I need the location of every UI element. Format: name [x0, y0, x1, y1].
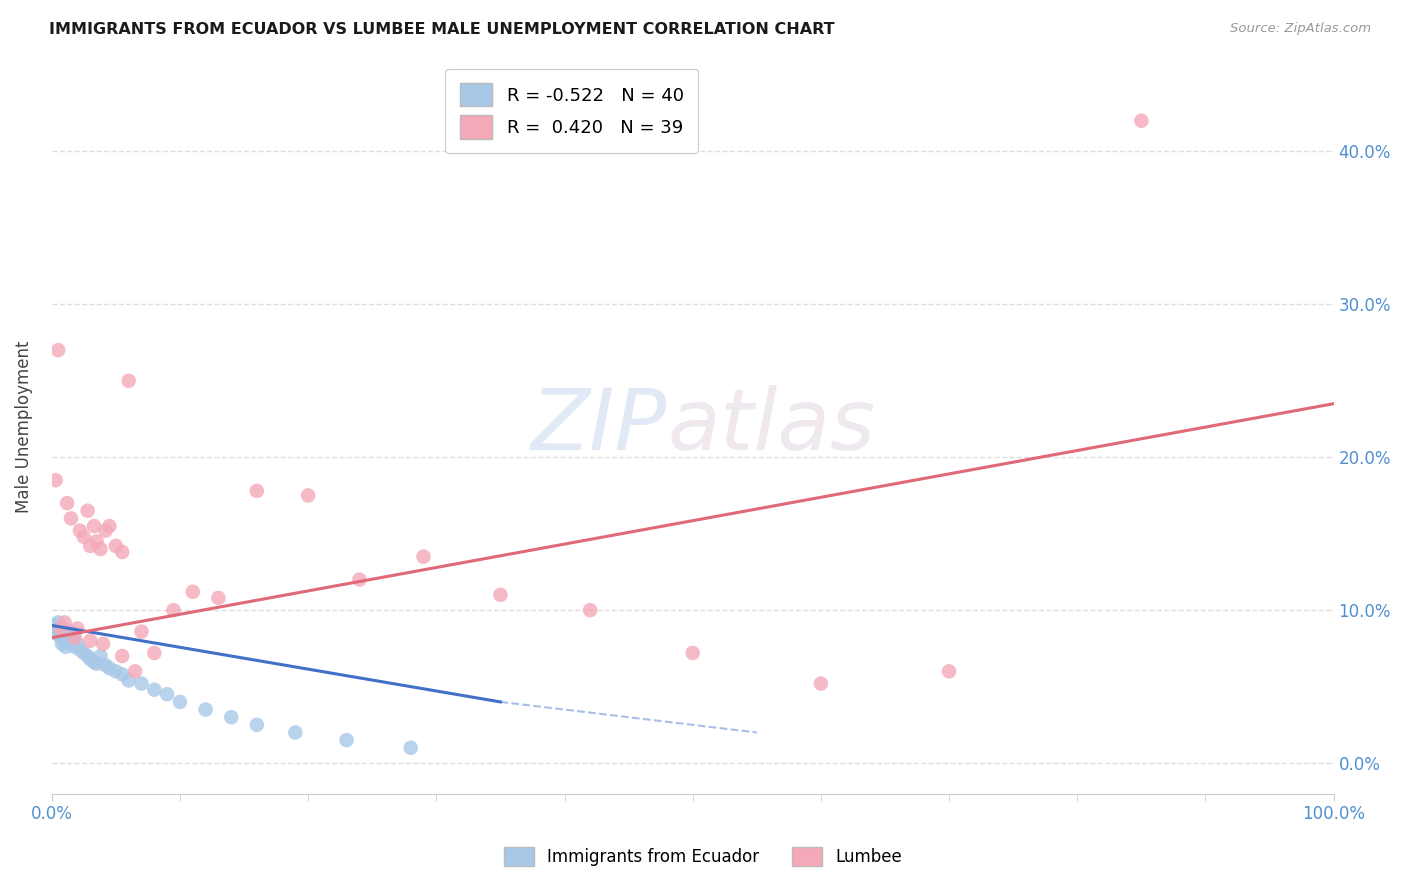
Point — [111, 667, 134, 681]
Point — [45, 622, 67, 636]
Point — [579, 603, 602, 617]
Point — [131, 624, 153, 639]
Point — [336, 733, 359, 747]
Point — [194, 702, 217, 716]
Point — [49, 622, 72, 636]
Point — [938, 665, 960, 679]
Point — [62, 631, 84, 645]
Point — [53, 615, 76, 630]
Point — [143, 682, 166, 697]
Point — [52, 622, 75, 636]
Point — [124, 665, 146, 679]
Point — [246, 718, 269, 732]
Point — [682, 646, 704, 660]
Point — [79, 539, 101, 553]
Point — [412, 549, 434, 564]
Point — [45, 626, 67, 640]
Point — [181, 584, 204, 599]
Point — [118, 374, 141, 388]
Point — [489, 588, 512, 602]
Point — [104, 539, 127, 553]
Legend: Immigrants from Ecuador, Lumbee: Immigrants from Ecuador, Lumbee — [495, 838, 911, 875]
Point — [284, 725, 307, 739]
Point — [69, 524, 91, 538]
Point — [63, 631, 86, 645]
Point — [86, 534, 108, 549]
Point — [111, 648, 134, 663]
Point — [94, 524, 117, 538]
Point — [79, 652, 101, 666]
Point — [246, 483, 269, 498]
Point — [104, 665, 127, 679]
Point — [83, 655, 105, 669]
Point — [55, 640, 77, 654]
Point — [94, 658, 117, 673]
Point — [66, 622, 89, 636]
Point — [53, 633, 76, 648]
Y-axis label: Male Unemployment: Male Unemployment — [15, 341, 32, 513]
Point — [207, 591, 229, 605]
Point — [56, 496, 79, 510]
Point — [111, 545, 134, 559]
Point — [162, 603, 184, 617]
Point — [48, 624, 70, 639]
Point — [156, 687, 179, 701]
Text: IMMIGRANTS FROM ECUADOR VS LUMBEE MALE UNEMPLOYMENT CORRELATION CHART: IMMIGRANTS FROM ECUADOR VS LUMBEE MALE U… — [49, 22, 835, 37]
Point — [98, 661, 121, 675]
Point — [169, 695, 191, 709]
Point — [83, 519, 105, 533]
Point — [44, 618, 66, 632]
Point — [45, 473, 67, 487]
Point — [63, 640, 86, 654]
Point — [76, 504, 98, 518]
Point — [91, 637, 114, 651]
Legend: R = -0.522   N = 40, R =  0.420   N = 39: R = -0.522 N = 40, R = 0.420 N = 39 — [446, 69, 699, 153]
Point — [118, 673, 141, 688]
Point — [59, 633, 82, 648]
Point — [810, 676, 832, 690]
Point — [58, 627, 80, 641]
Point — [46, 615, 69, 630]
Point — [399, 740, 422, 755]
Point — [79, 633, 101, 648]
Point — [51, 637, 73, 651]
Point — [46, 343, 69, 358]
Point — [59, 511, 82, 525]
Point — [89, 541, 111, 556]
Text: ZIP: ZIP — [531, 385, 666, 468]
Point — [219, 710, 242, 724]
Point — [297, 488, 319, 502]
Point — [56, 631, 79, 645]
Point — [60, 637, 83, 651]
Text: atlas: atlas — [666, 385, 875, 468]
Point — [76, 648, 98, 663]
Point — [89, 648, 111, 663]
Point — [86, 657, 108, 671]
Point — [73, 646, 96, 660]
Point — [66, 637, 89, 651]
Point — [349, 573, 371, 587]
Point — [59, 624, 82, 639]
Point — [73, 530, 96, 544]
Point — [1130, 113, 1153, 128]
Point — [98, 519, 121, 533]
Point — [143, 646, 166, 660]
Point — [69, 643, 91, 657]
Text: Source: ZipAtlas.com: Source: ZipAtlas.com — [1230, 22, 1371, 36]
Point — [49, 631, 72, 645]
Point — [131, 676, 153, 690]
